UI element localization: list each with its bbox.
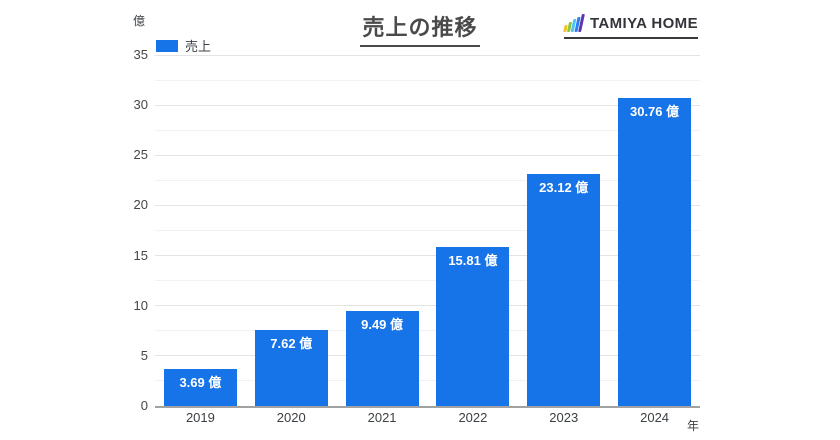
gridline-major bbox=[155, 355, 700, 357]
legend-label: 売上 bbox=[185, 39, 212, 54]
gridline-major bbox=[155, 204, 700, 206]
gridline-major bbox=[155, 104, 700, 106]
x-axis-tick-label: 2023 bbox=[549, 410, 579, 425]
bar-2022 bbox=[436, 247, 510, 406]
gridline-minor bbox=[155, 179, 700, 181]
y-axis-tick-label: 5 bbox=[140, 347, 148, 363]
bar-2019 bbox=[163, 368, 237, 406]
x-axis-tick-label: 2021 bbox=[367, 410, 397, 425]
bar-value-label: 7.62 億 bbox=[270, 335, 313, 351]
legend: 売上 bbox=[156, 36, 211, 55]
bar-2020 bbox=[254, 329, 328, 406]
bar-value-label: 30.76 億 bbox=[629, 103, 680, 119]
gridline-major bbox=[155, 305, 700, 307]
gridline-minor bbox=[155, 330, 700, 332]
bar-value-label: 3.69 億 bbox=[179, 374, 222, 390]
x-axis-tick-label: 2019 bbox=[185, 410, 215, 425]
bar-2021 bbox=[345, 310, 419, 406]
gridline-minor bbox=[155, 380, 700, 382]
y-axis-tick-label: 25 bbox=[133, 147, 148, 163]
gridline-major bbox=[155, 154, 700, 156]
gridline-minor bbox=[155, 79, 700, 81]
x-axis-line bbox=[155, 406, 700, 408]
bar-value-label: 9.49 億 bbox=[361, 316, 404, 332]
y-axis-tick-label: 20 bbox=[133, 197, 148, 213]
x-axis-tick-label: 2020 bbox=[276, 410, 306, 425]
bar-value-label: 15.81 億 bbox=[448, 253, 498, 269]
y-axis-tick-label: 15 bbox=[133, 247, 148, 263]
bar-2023 bbox=[527, 174, 601, 406]
legend-swatch-icon bbox=[156, 39, 178, 52]
company-logo-text: TAMIYA HOME bbox=[589, 14, 698, 32]
chart-title: 売上の推移 bbox=[360, 10, 480, 47]
x-axis-tick-label: 2024 bbox=[640, 410, 670, 425]
y-axis-tick-label: 35 bbox=[133, 47, 148, 62]
gridline-minor bbox=[155, 230, 700, 231]
bar-2024 bbox=[618, 97, 692, 406]
y-axis-tick-label: 30 bbox=[133, 97, 148, 113]
y-axis-tick-label: 0 bbox=[140, 398, 148, 413]
gridline-major bbox=[155, 255, 700, 257]
gridline-major bbox=[155, 54, 700, 56]
gridline-minor bbox=[155, 280, 700, 282]
chart-title-wrap: 売上の推移 bbox=[0, 10, 840, 47]
bar-value-label: 23.12 億 bbox=[539, 180, 589, 196]
company-logo: TAMIYA HOME bbox=[563, 14, 698, 39]
y-axis-unit-label: 億 bbox=[133, 14, 146, 28]
x-axis-unit-label: 年 bbox=[687, 419, 700, 433]
x-axis-tick-label: 2022 bbox=[458, 410, 488, 425]
y-axis-tick-label: 10 bbox=[133, 297, 148, 313]
gridline-minor bbox=[155, 129, 700, 131]
